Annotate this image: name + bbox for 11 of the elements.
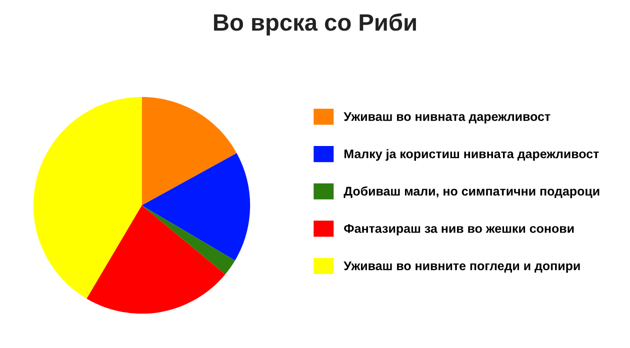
pie-slice: [142, 205, 236, 274]
legend-label: Уживаш во нивната дарежливост: [344, 112, 550, 124]
legend-label: Добиваш мали, но симпатични подароци: [344, 186, 600, 198]
pie-slice: [33, 96, 142, 299]
legend-label: Фантазираш за нив во жешки сонови: [344, 224, 574, 236]
legend-label: Уживаш во нивните погледи и допири: [344, 262, 580, 273]
legend-label: Малку ја користиш нивната дарежливост: [344, 149, 599, 161]
pie-slice: [142, 153, 250, 260]
chart-title: Во врска со Риби: [214, 13, 416, 36]
pie-slice: [142, 96, 237, 206]
pie-slice: [86, 205, 226, 314]
